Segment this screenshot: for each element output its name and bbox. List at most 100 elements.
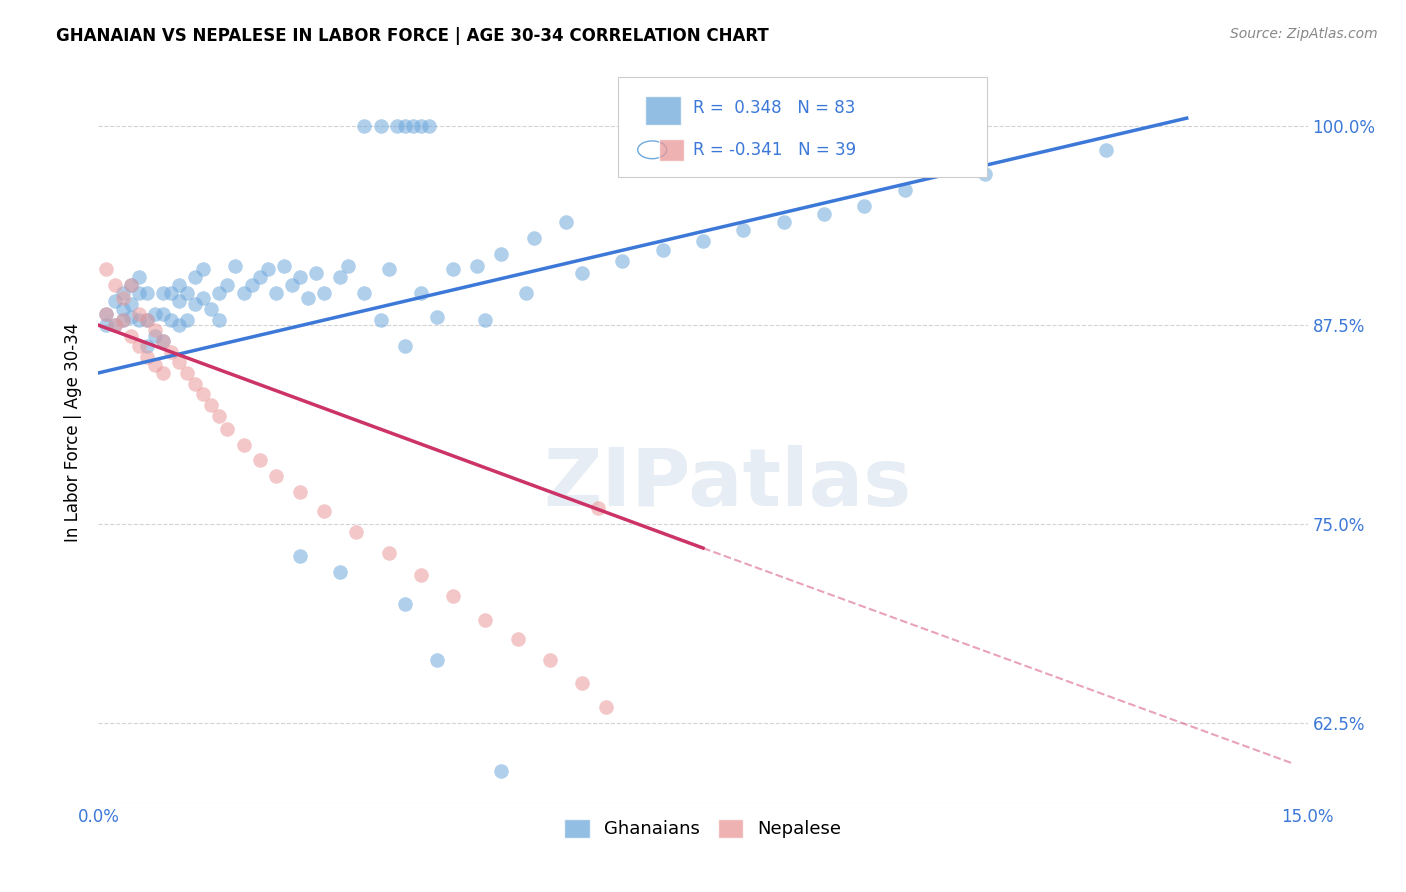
Nepalese — [249, 453, 271, 467]
Ghanaians — [409, 119, 432, 133]
Ghanaians — [491, 764, 513, 778]
Ghanaians — [273, 259, 295, 273]
Ghanaians — [288, 270, 311, 285]
Nepalese — [96, 262, 118, 277]
Ghanaians — [418, 119, 440, 133]
Ghanaians — [167, 294, 190, 309]
Nepalese — [595, 700, 617, 714]
Ghanaians — [394, 597, 416, 611]
Ghanaians — [103, 318, 125, 333]
Ghanaians — [217, 278, 239, 293]
Text: ZIPatlas: ZIPatlas — [543, 445, 911, 524]
Nepalese — [135, 350, 157, 364]
Ghanaians — [692, 234, 714, 248]
Legend: Ghanaians, Nepalese: Ghanaians, Nepalese — [557, 812, 849, 846]
Ghanaians — [120, 310, 142, 325]
Ghanaians — [111, 302, 134, 317]
Ghanaians — [394, 119, 416, 133]
Bar — [645, 95, 682, 126]
Nepalese — [160, 345, 183, 359]
Ghanaians — [111, 313, 134, 327]
Ghanaians — [152, 334, 174, 348]
Nepalese — [571, 676, 593, 690]
Nepalese — [208, 409, 231, 423]
Ghanaians — [426, 652, 449, 666]
Text: GHANAIAN VS NEPALESE IN LABOR FORCE | AGE 30-34 CORRELATION CHART: GHANAIAN VS NEPALESE IN LABOR FORCE | AG… — [56, 27, 769, 45]
Ghanaians — [208, 313, 231, 327]
Ghanaians — [651, 244, 673, 258]
Nepalese — [96, 307, 118, 321]
Ghanaians — [120, 297, 142, 311]
Ghanaians — [772, 214, 794, 228]
Nepalese — [344, 525, 367, 540]
Text: R = -0.341   N = 39: R = -0.341 N = 39 — [693, 141, 856, 159]
Nepalese — [135, 313, 157, 327]
Nepalese — [474, 613, 496, 627]
Ghanaians — [208, 286, 231, 301]
Nepalese — [200, 398, 222, 412]
Ghanaians — [402, 119, 425, 133]
Nepalese — [264, 469, 287, 483]
Ghanaians — [474, 313, 496, 327]
Nepalese — [288, 485, 311, 500]
Ghanaians — [305, 266, 328, 280]
Nepalese — [184, 377, 207, 392]
Nepalese — [409, 568, 432, 582]
Nepalese — [128, 339, 150, 353]
Y-axis label: In Labor Force | Age 30-34: In Labor Force | Age 30-34 — [65, 323, 83, 542]
Ghanaians — [491, 246, 513, 260]
Ghanaians — [128, 286, 150, 301]
Ghanaians — [974, 167, 997, 181]
Ghanaians — [329, 565, 352, 579]
Ghanaians — [135, 286, 157, 301]
Ghanaians — [337, 259, 360, 273]
Ghanaians — [329, 270, 352, 285]
Ghanaians — [184, 297, 207, 311]
Ghanaians — [167, 278, 190, 293]
Nepalese — [111, 291, 134, 305]
Ghanaians — [441, 262, 464, 277]
Ghanaians — [143, 329, 166, 343]
Nepalese — [103, 318, 125, 333]
Ghanaians — [353, 286, 375, 301]
Nepalese — [103, 278, 125, 293]
Nepalese — [193, 386, 215, 401]
Nepalese — [111, 313, 134, 327]
Ghanaians — [353, 119, 375, 133]
Ghanaians — [370, 313, 392, 327]
Ghanaians — [167, 318, 190, 333]
Text: R =  0.348   N = 83: R = 0.348 N = 83 — [693, 99, 856, 118]
Ghanaians — [184, 270, 207, 285]
Text: Source: ZipAtlas.com: Source: ZipAtlas.com — [1230, 27, 1378, 41]
Ghanaians — [120, 278, 142, 293]
Ghanaians — [314, 286, 336, 301]
Ghanaians — [612, 254, 634, 268]
Ghanaians — [288, 549, 311, 563]
Ghanaians — [135, 339, 157, 353]
Ghanaians — [111, 286, 134, 301]
Nepalese — [128, 307, 150, 321]
Ghanaians — [555, 214, 578, 228]
Nepalese — [314, 504, 336, 518]
Ghanaians — [264, 286, 287, 301]
Ghanaians — [733, 222, 755, 236]
Nepalese — [152, 366, 174, 380]
Ghanaians — [224, 259, 246, 273]
Ghanaians — [128, 270, 150, 285]
Ghanaians — [249, 270, 271, 285]
Nepalese — [120, 329, 142, 343]
Ghanaians — [515, 286, 537, 301]
Ghanaians — [96, 318, 118, 333]
Nepalese — [232, 437, 254, 451]
Ghanaians — [394, 339, 416, 353]
Nepalese — [143, 358, 166, 372]
Ghanaians — [281, 278, 304, 293]
Ghanaians — [523, 230, 546, 244]
Nepalese — [120, 278, 142, 293]
Ghanaians — [813, 207, 835, 221]
Ghanaians — [152, 307, 174, 321]
Nepalese — [586, 501, 609, 516]
Ghanaians — [96, 307, 118, 321]
Ghanaians — [465, 259, 488, 273]
Ghanaians — [377, 262, 399, 277]
